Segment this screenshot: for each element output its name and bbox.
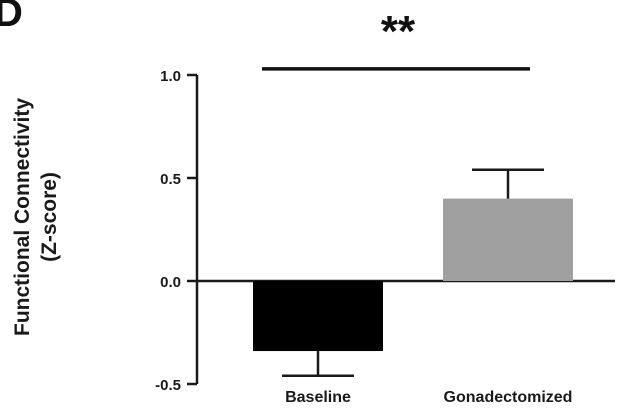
x-category-label: Baseline [285,389,351,406]
y-axis-label-line-1: Functional Connectivity [11,98,34,336]
significance-label: ** [381,7,416,56]
panel-letter: D [0,0,23,35]
x-category-label: Gonadectomized [444,389,573,406]
bar-baseline [253,281,383,352]
y-tick-label: -0.5 [155,377,181,394]
bar-gonadectomized [443,198,573,281]
y-tick-label: 1.0 [160,68,181,85]
y-tick-label: 0.0 [160,274,181,291]
y-axis-label-line-2: (Z-score) [38,172,61,262]
y-axis-label: Functional Connectivity (Z-score) [11,98,61,336]
y-tick-label: 0.5 [160,171,181,188]
